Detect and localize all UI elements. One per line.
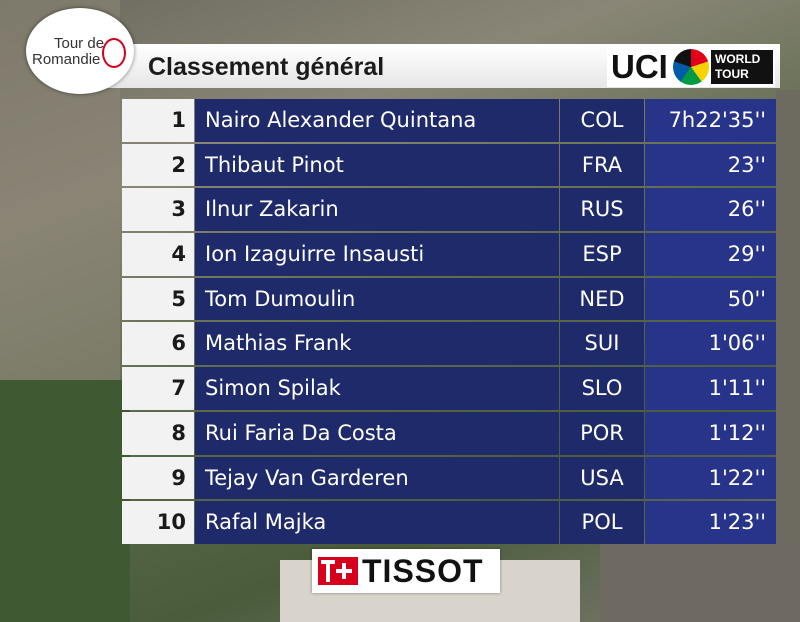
time-gap: 29'' [645,233,776,276]
world-tour-badge: WORLD TOUR [711,50,773,84]
time-gap: 1'12'' [645,411,776,455]
table-row: 8 Rui Faria Da Costa POR 1'12'' [122,411,776,456]
table-row: 7 Simon Spilak SLO 1'11'' [122,366,776,411]
time-gap: 23'' [645,143,776,187]
rider-name: Ilnur Zakarin [195,188,559,232]
country: ESP [560,233,644,276]
country: SLO [560,367,644,410]
country: POL [560,501,644,544]
rank: 8 [122,411,194,455]
rank: 5 [122,277,194,321]
time-gap: 1'11'' [645,367,776,410]
rider-name: Rui Faria Da Costa [195,411,559,455]
country: FRA [560,143,644,187]
rider-name: Simon Spilak [195,367,559,410]
rank: 7 [122,367,194,410]
rank: 3 [122,188,194,232]
table-row: 2 Thibaut Pinot FRA 23'' [122,143,776,188]
rank: 9 [122,456,194,500]
time-gap: 1'23'' [645,501,776,544]
logo-icon [102,38,126,68]
table-row: 6 Mathias Frank SUI 1'06'' [122,321,776,366]
table-row: 10 Rafal Majka POL 1'23'' [122,500,776,545]
race-logo: Tour de Romandie [26,8,134,94]
table-row: 4 Ion Izaguirre Insausti ESP 29'' [122,232,776,277]
tour-text: TOUR [715,67,749,81]
country: RUS [560,188,644,232]
uci-text: UCI [611,48,668,85]
logo-text: Romandie [32,51,101,68]
rank: 6 [122,322,194,366]
rank: 1 [122,99,194,142]
sponsor-logo: TISSOT [312,549,500,593]
rider-name: Thibaut Pinot [195,143,559,187]
uci-logo: UCI WORLD TOUR [607,47,775,87]
rider-name: Tejay Van Garderen [195,456,559,500]
table-row: 1 Nairo Alexander Quintana COL 7h22'35'' [122,98,776,143]
time-gap: 7h22'35'' [645,99,776,142]
rider-name: Mathias Frank [195,322,559,366]
country: SUI [560,322,644,366]
world-text: WORLD [715,52,761,66]
sponsor-icon [318,557,358,585]
time-gap: 26'' [645,188,776,232]
country: POR [560,411,644,455]
rank: 2 [122,143,194,187]
rank: 10 [122,501,194,544]
uci-rainbow [673,49,709,85]
background-trees [0,380,130,622]
country: USA [560,456,644,500]
background-roofs [776,90,800,540]
time-gap: 50'' [645,277,776,321]
sponsor-text: TISSOT [362,553,484,589]
country: COL [560,99,644,142]
rider-name: Nairo Alexander Quintana [195,99,559,142]
title: Classement général [148,53,385,81]
rider-name: Rafal Majka [195,501,559,544]
table-row: 5 Tom Dumoulin NED 50'' [122,277,776,322]
rank: 4 [122,233,194,276]
time-gap: 1'06'' [645,322,776,366]
country: NED [560,277,644,321]
rider-name: Tom Dumoulin [195,277,559,321]
time-gap: 1'22'' [645,456,776,500]
standings-table: 1 Nairo Alexander Quintana COL 7h22'35'' 2 Th… [122,98,776,545]
table-row: 9 Tejay Van Garderen USA 1'22'' [122,456,776,501]
rider-name: Ion Izaguirre Insausti [195,233,559,276]
logo-text: Tour de [54,35,105,52]
table-row: 3 Ilnur Zakarin RUS 26'' [122,187,776,232]
background-street [600,540,800,622]
